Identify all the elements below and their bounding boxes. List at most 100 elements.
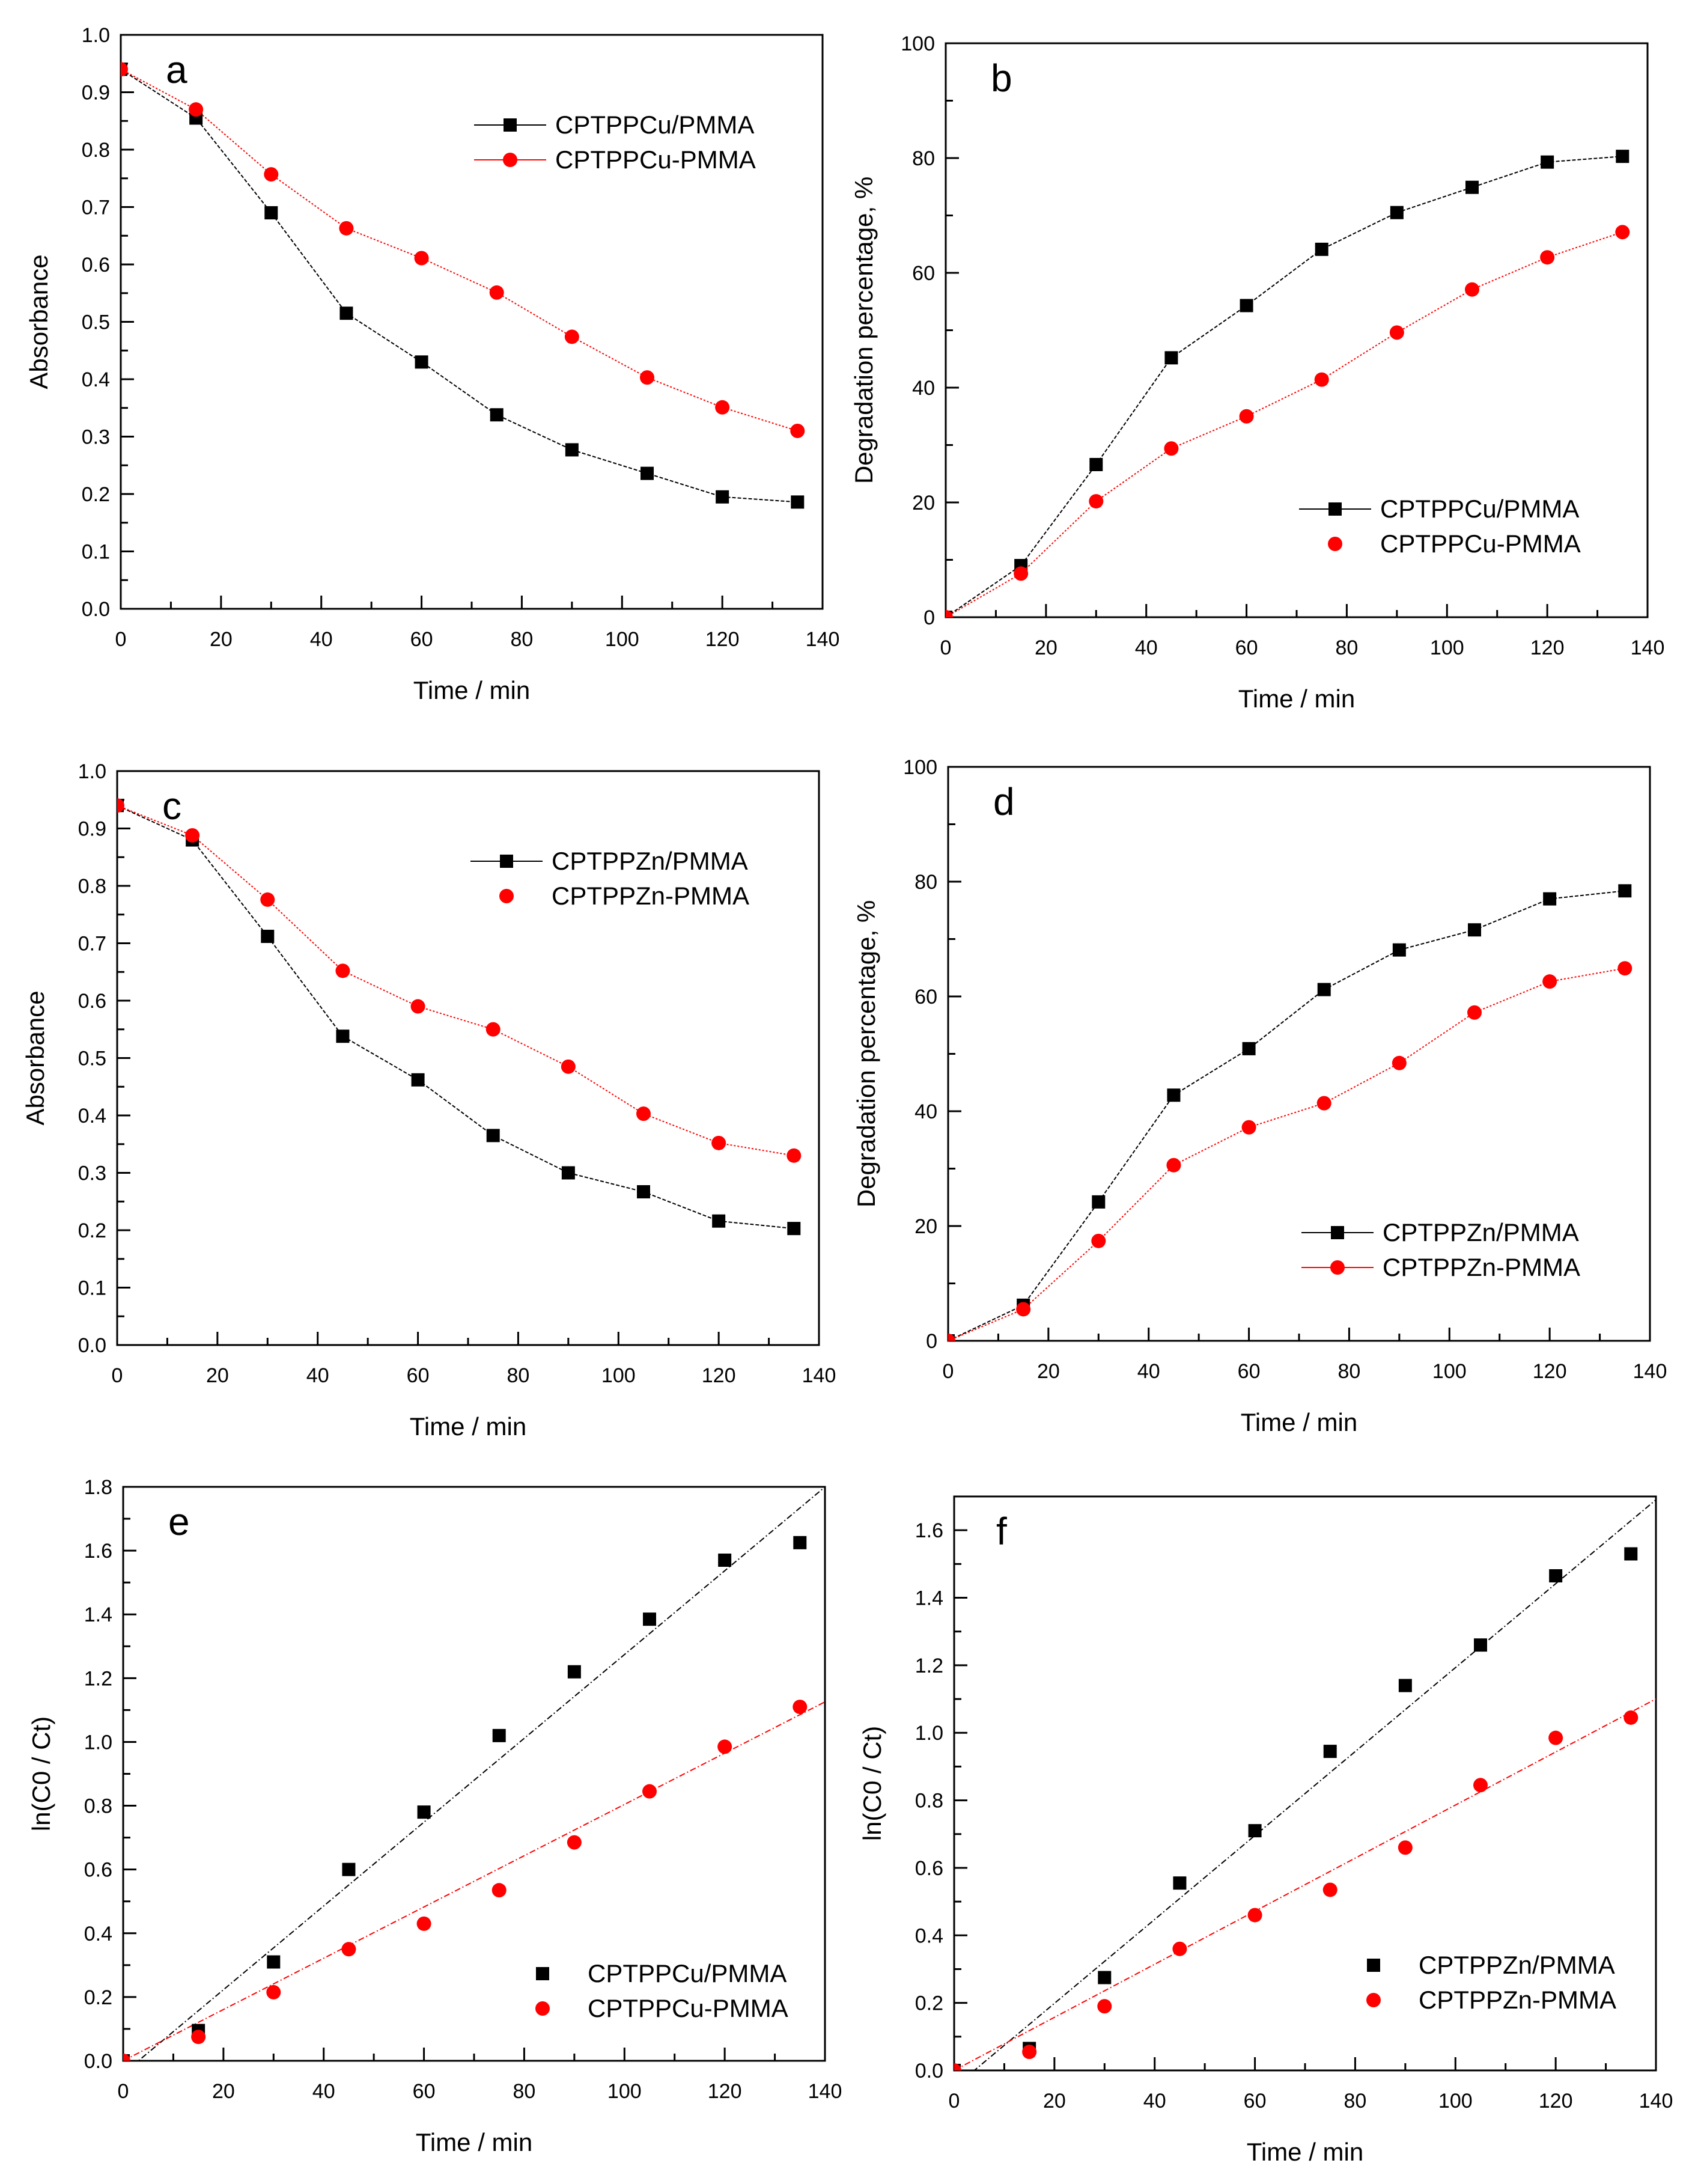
data-point: [1468, 923, 1481, 937]
x-tick-label: 80: [513, 2080, 536, 2103]
x-tick-label: 40: [312, 2080, 335, 2103]
data-point: [414, 251, 429, 266]
data-point: [567, 1665, 581, 1679]
data-point: [565, 443, 579, 457]
panel-letter: d: [993, 780, 1015, 823]
data-point: [642, 1784, 657, 1799]
data-point: [567, 1835, 582, 1850]
data-point: [1542, 974, 1557, 989]
panel-letter: a: [166, 48, 187, 91]
data-point: [486, 1129, 500, 1142]
data-point: [1242, 1042, 1256, 1055]
legend-label: CPTPPZn/PMMA: [1419, 1951, 1615, 1979]
x-tick-label: 140: [802, 1364, 836, 1387]
data-point: [793, 1536, 807, 1549]
y-tick-label: 80: [914, 871, 937, 894]
x-tick-label: 0: [943, 1360, 954, 1383]
series-line: [948, 968, 1625, 1341]
data-point: [1173, 1876, 1187, 1890]
x-tick-label: 140: [1639, 2090, 1673, 2112]
data-point: [637, 1185, 650, 1199]
legend-marker: [504, 118, 517, 132]
y-axis-label: Degradation percentage, %: [850, 177, 878, 484]
x-tick-label: 0: [118, 2080, 129, 2103]
data-point: [1172, 1941, 1187, 1956]
legend-marker: [499, 889, 514, 903]
y-tick-label: 0.2: [915, 1992, 943, 2015]
data-point: [1540, 250, 1555, 265]
data-point: [1098, 1971, 1112, 1984]
data-point: [1618, 884, 1632, 898]
data-point: [564, 329, 579, 344]
data-point: [946, 610, 953, 617]
data-point: [1389, 325, 1404, 340]
data-point: [1465, 180, 1479, 194]
legend-item: CPTPPCu/PMMA: [536, 1959, 787, 1987]
data-point: [1615, 225, 1630, 240]
legend-marker: [503, 153, 517, 167]
legend-item: CPTPPZn-PMMA: [1301, 1253, 1580, 1281]
data-point: [1316, 1096, 1331, 1111]
data-point: [791, 495, 805, 509]
x-tick-label: 120: [705, 628, 740, 651]
legend-item: CPTPPZn/PMMA: [470, 847, 748, 875]
data-point: [339, 221, 354, 236]
y-tick-label: 60: [912, 262, 935, 285]
x-tick-label: 140: [806, 628, 840, 651]
panel-f: 0 20 40 60 80 100 120 140 0.0 0.2 0.4 0.6 0.8 1.0 1.2 1…: [858, 1495, 1673, 2166]
data-point: [264, 206, 278, 220]
data-point: [1323, 1745, 1337, 1758]
x-tick-label: 100: [607, 2080, 642, 2103]
y-tick-label: 1.6: [84, 1540, 112, 1563]
data-point: [1543, 892, 1557, 906]
data-point: [787, 1222, 801, 1236]
legend-marker: [1331, 1226, 1344, 1239]
y-tick-label: 0.0: [82, 598, 110, 621]
x-tick-label: 60: [413, 2080, 436, 2103]
x-tick-label: 80: [507, 1364, 530, 1387]
data-point: [712, 1214, 726, 1228]
data-point: [341, 1942, 356, 1957]
y-tick-label: 0.6: [915, 1857, 943, 1880]
data-point: [1164, 351, 1178, 365]
x-tick-label: 120: [708, 2080, 742, 2103]
data-point: [1014, 566, 1029, 581]
data-point: [1314, 372, 1329, 387]
y-tick-label: 1.6: [915, 1519, 943, 1542]
y-tick-label: 0: [924, 606, 935, 629]
series-line: [117, 805, 794, 1156]
data-point: [1241, 1120, 1256, 1135]
fit-line: [123, 1701, 825, 2061]
data-point: [411, 1073, 425, 1087]
legend-item: CPTPPZn-PMMA: [1366, 1986, 1616, 2014]
y-tick-label: 0.4: [82, 368, 110, 391]
panel-letter: e: [168, 1500, 190, 1543]
x-tick-label: 20: [1043, 2090, 1066, 2112]
data-point: [1473, 1778, 1488, 1793]
plot-frame: [953, 1495, 1657, 2072]
fit-line: [973, 1499, 1656, 2070]
x-tick-label: 100: [1430, 636, 1464, 659]
x-axis-label: Time / min: [413, 676, 530, 704]
series-line: [120, 69, 798, 503]
y-tick-label: 0.7: [78, 933, 106, 956]
y-tick-label: 1.2: [84, 1667, 112, 1690]
legend-label: CPTPPZn-PMMA: [552, 882, 749, 910]
y-tick-label: 100: [901, 32, 935, 55]
data-point: [336, 1029, 350, 1043]
legend-label: CPTPPZn-PMMA: [1383, 1253, 1580, 1281]
panel-letter: c: [162, 784, 181, 828]
x-tick-label: 100: [605, 628, 639, 651]
series-line: [945, 156, 1623, 618]
x-tick-label: 40: [1135, 636, 1158, 659]
data-point: [561, 1166, 575, 1180]
y-tick-label: 0.4: [78, 1105, 106, 1127]
data-point: [490, 408, 504, 422]
data-point: [640, 370, 654, 385]
data-point: [117, 798, 124, 813]
data-point: [266, 1984, 281, 1999]
data-point: [1097, 1999, 1112, 2014]
y-tick-label: 0.1: [82, 541, 110, 564]
data-point: [1167, 1088, 1181, 1102]
